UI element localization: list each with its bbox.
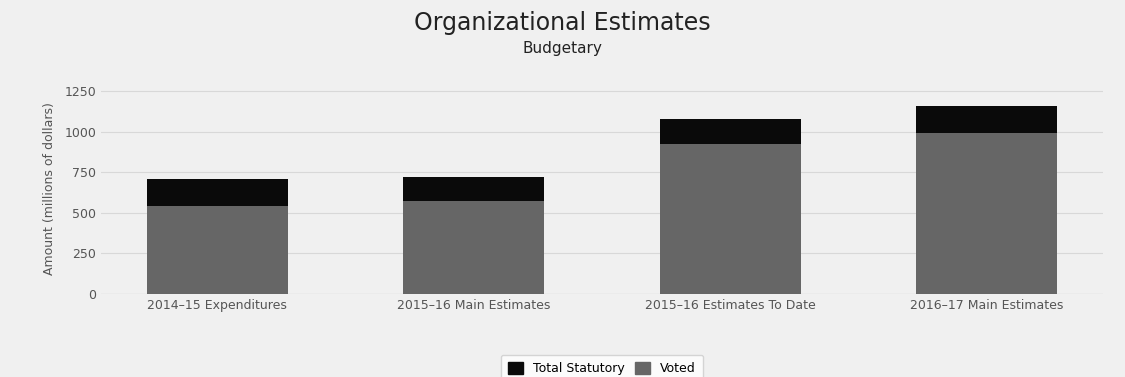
Legend: Total Statutory, Voted: Total Statutory, Voted bbox=[501, 355, 703, 377]
Text: Organizational Estimates: Organizational Estimates bbox=[414, 11, 711, 35]
Bar bbox=[659, 119, 801, 144]
Y-axis label: Amount (millions of dollars): Amount (millions of dollars) bbox=[43, 102, 56, 275]
Text: Budgetary: Budgetary bbox=[522, 41, 603, 57]
Bar bbox=[916, 106, 1058, 133]
Bar bbox=[403, 201, 544, 294]
Bar bbox=[916, 133, 1058, 294]
Bar bbox=[146, 206, 288, 294]
Bar bbox=[659, 144, 801, 294]
Bar bbox=[403, 177, 544, 201]
Bar bbox=[146, 179, 288, 206]
